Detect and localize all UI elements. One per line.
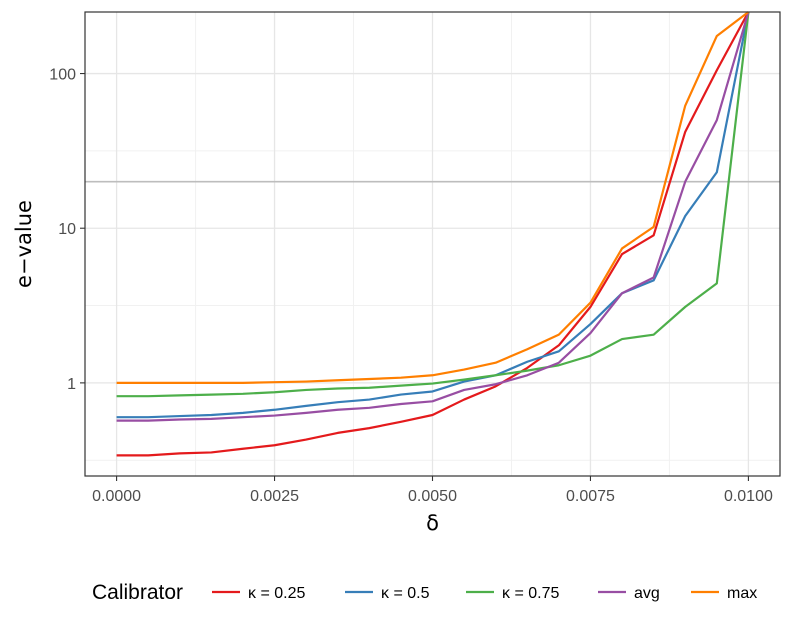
- y-axis: 1 10 100: [49, 67, 85, 393]
- series-lines: [116, 11, 750, 457]
- major-gridlines: [85, 12, 780, 476]
- legend-label: κ = 0.75: [502, 585, 559, 602]
- plot-panel: [84, 11, 781, 477]
- y-tick-label: 10: [58, 221, 76, 238]
- legend-title: Calibrator: [92, 581, 183, 604]
- legend-label: max: [727, 585, 757, 602]
- legend: Calibrator κ = 0.25 κ = 0.5 κ = 0.75 avg max: [92, 581, 757, 604]
- y-tick-label: 100: [49, 67, 76, 84]
- x-tick-label: 0.0100: [724, 488, 773, 505]
- x-axis: 0.0000 0.0025 0.0050 0.0075 0.0100: [92, 476, 773, 505]
- series-line: [116, 11, 750, 419]
- legend-label: κ = 0.5: [381, 585, 430, 602]
- series-line: [116, 11, 750, 398]
- series-line: [116, 11, 750, 384]
- legend-items: κ = 0.25 κ = 0.5 κ = 0.75 avg max: [212, 585, 757, 602]
- x-tick-label: 0.0050: [408, 488, 457, 505]
- series-line: [116, 11, 750, 457]
- series-line: [116, 11, 750, 422]
- x-axis-title: δ: [426, 511, 439, 535]
- legend-label: κ = 0.25: [248, 585, 305, 602]
- legend-label: avg: [634, 585, 660, 602]
- x-tick-label: 0.0025: [250, 488, 299, 505]
- x-tick-label: 0.0075: [566, 488, 615, 505]
- y-tick-label: 1: [67, 376, 76, 393]
- y-axis-title: e−value: [12, 200, 36, 288]
- x-tick-label: 0.0000: [92, 488, 141, 505]
